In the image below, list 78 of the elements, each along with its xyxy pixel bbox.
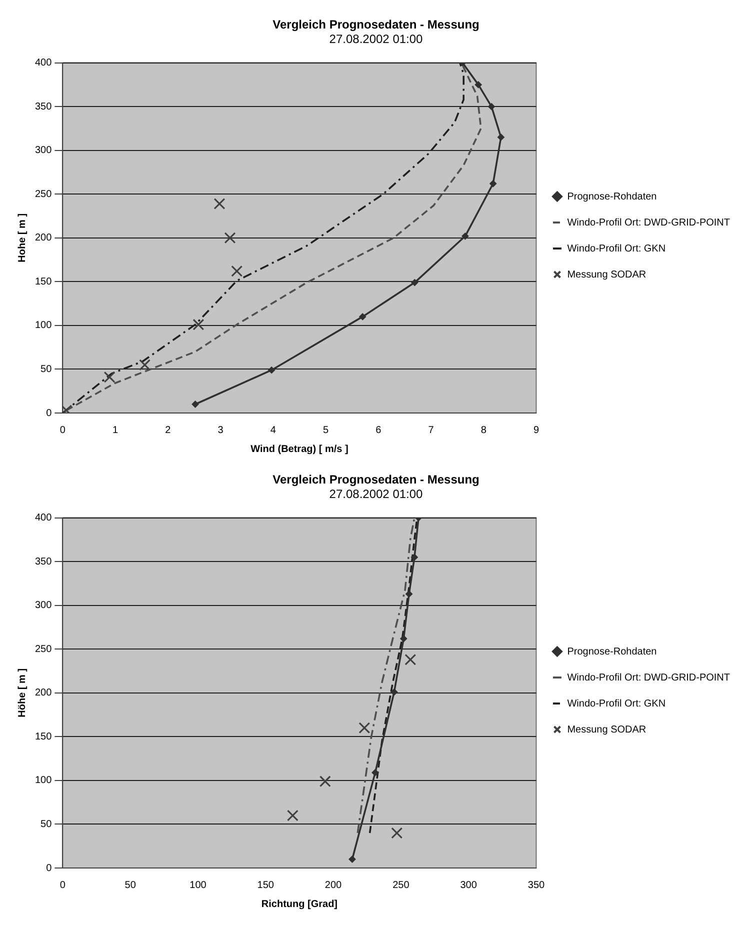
y-tick-label: 200 — [34, 232, 52, 244]
x-tick-label: 0 — [60, 880, 66, 891]
legend-label: Windo-Profil Ort: GKN — [567, 698, 666, 710]
point — [224, 232, 236, 244]
x-tick-label: 100 — [190, 880, 207, 891]
chart-title: Vergleich Prognosedaten - Messung — [272, 472, 480, 487]
y-tick-label: 300 — [34, 145, 52, 156]
x-tick-label: 0 — [60, 424, 66, 436]
x-tick-label: 2 — [165, 424, 172, 436]
y-tick-label: 150 — [34, 276, 52, 288]
point — [410, 554, 418, 561]
point — [391, 827, 403, 839]
y-tick-label: 250 — [34, 644, 52, 655]
y-tick-label: 400 — [34, 58, 52, 69]
y-axis-title: Höhe [ m ] — [16, 668, 28, 718]
x-tick-label: 250 — [392, 880, 410, 891]
point — [268, 366, 276, 374]
point — [231, 265, 243, 277]
point — [462, 232, 469, 240]
point — [490, 180, 497, 188]
x-tick-label: 150 — [257, 880, 274, 891]
x-tick-label: 7 — [428, 424, 434, 436]
chart-subtitle: 27.08.2002 01:00 — [329, 486, 424, 501]
point — [286, 810, 298, 822]
y-tick-label: 100 — [34, 775, 52, 786]
legend-label: Prognose-Rohdaten — [567, 191, 657, 202]
point — [474, 81, 482, 88]
x-tick-label: 350 — [528, 880, 545, 891]
point — [411, 279, 418, 286]
legend-label: Windo-Profil Ort: DWD-GRID-POINT — [567, 672, 730, 684]
x-tick-label: 3 — [218, 424, 224, 436]
point — [404, 654, 416, 666]
y-tick-label: 0 — [46, 408, 52, 419]
x-tick-label: 1 — [112, 424, 119, 436]
point — [358, 722, 370, 734]
y-tick-label: 200 — [34, 688, 52, 699]
x-tick-label: 9 — [533, 424, 540, 436]
point — [214, 198, 226, 210]
x-axis-title: Wind (Betrag) [ m/s ] — [250, 444, 348, 455]
y-tick-label: 50 — [40, 818, 52, 830]
point — [359, 313, 366, 320]
chart-subtitle: 27.08.2002 01:00 — [329, 32, 424, 46]
x-tick-label: 200 — [324, 880, 342, 891]
point — [406, 590, 413, 598]
x-tick-label: 4 — [270, 424, 276, 436]
point — [348, 856, 356, 863]
x-tick-label: 5 — [322, 424, 329, 436]
point — [372, 769, 379, 776]
y-tick-label: 50 — [40, 364, 52, 375]
y-tick-label: 350 — [34, 556, 52, 568]
y-tick-label: 0 — [46, 862, 52, 874]
legend-label: Windo-Profil Ort: DWD-GRID-POINT — [567, 217, 730, 228]
y-axis-title: Hohe [ m ] — [16, 213, 28, 262]
y-tick-label: 400 — [34, 512, 52, 524]
y-tick-label: 100 — [34, 320, 52, 332]
x-tick-label: 50 — [124, 880, 136, 891]
x-axis-title: Richtung [Grad] — [261, 898, 338, 910]
point — [192, 318, 204, 330]
x-tick-label: 300 — [460, 880, 478, 891]
y-tick-label: 150 — [34, 731, 52, 742]
point — [488, 103, 495, 110]
y-tick-label: 300 — [34, 600, 52, 612]
point — [400, 635, 408, 642]
legend-label: Messung SODAR — [567, 724, 646, 736]
legend-label: Messung SODAR — [567, 269, 646, 280]
point — [104, 371, 116, 383]
point — [192, 400, 199, 408]
legend-label: Prognose-Rohdaten — [567, 646, 657, 658]
x-tick-label: 6 — [376, 424, 382, 436]
point — [319, 776, 331, 788]
point — [497, 134, 504, 141]
x-tick-label: 8 — [480, 424, 487, 436]
y-tick-label: 350 — [34, 101, 52, 112]
legend-label: Windo-Profil Ort: GKN — [567, 243, 666, 254]
chart-title: Vergleich Prognosedaten - Messung — [272, 18, 480, 32]
point — [139, 359, 151, 371]
point — [390, 688, 398, 696]
y-tick-label: 250 — [34, 188, 52, 200]
